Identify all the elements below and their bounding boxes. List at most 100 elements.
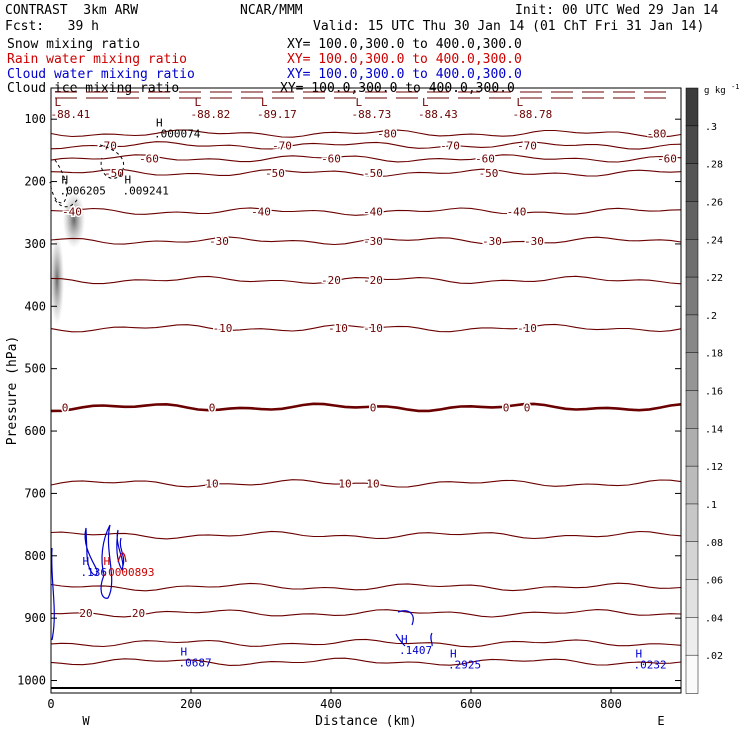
isotherm-label: -60 (139, 152, 159, 165)
colorbar-tick: .16 (705, 387, 723, 398)
isotherm-label: -50 (363, 167, 383, 180)
isotherm-line (50, 141, 682, 150)
colorbar-swatch (685, 654, 699, 694)
isotherm-line (50, 154, 682, 163)
isotherm-label: -70 (272, 139, 292, 152)
isotherm-label: 10 (366, 477, 379, 490)
colorbar-tick: .26 (705, 197, 723, 208)
isotherm-label: -10 (517, 322, 537, 335)
colorbar-tick: .02 (705, 651, 723, 662)
high-value: .136 (81, 566, 108, 579)
colorbar-swatch (685, 125, 699, 165)
colorbar-tick: .18 (705, 349, 723, 360)
high-marker: H (401, 633, 408, 646)
y-tick-label: 300 (24, 237, 46, 251)
isotherm-line (50, 236, 682, 246)
high-value: .0232 (634, 658, 667, 671)
isotherm-line (50, 657, 682, 666)
isotherm-label: -30 (524, 235, 544, 248)
colorbar-tick: .08 (705, 538, 723, 549)
isotherm-label: -10 (213, 322, 233, 335)
isotherm-label: -50 (104, 167, 124, 180)
isotherm-label: -60 (657, 152, 677, 165)
colorbar-tick: .1 (705, 500, 717, 511)
isotherm-label: -30 (363, 235, 383, 248)
low-value: -88.73 (352, 108, 392, 121)
colorbar-swatch (685, 390, 699, 430)
colorbar-swatch (685, 276, 699, 316)
high-marker: H (125, 173, 132, 186)
y-axis-label: Pressure (hPa) (5, 336, 20, 446)
org-label: NCAR/MMM (240, 3, 303, 18)
colorbar-tick: .12 (705, 462, 723, 473)
plot-frame (50, 87, 682, 694)
cloud-contour-d (119, 537, 125, 567)
field-snow-xy: XY= 100.0,300.0 to 400.0,300.0 (287, 37, 522, 52)
high-marker: H (104, 555, 111, 568)
isotherm-label: -30 (209, 235, 229, 248)
colorbar-swatch (685, 352, 699, 392)
cloud-contour-f (430, 632, 433, 647)
colorbar-swatch (685, 428, 699, 467)
cloud-water-contours (51, 524, 433, 647)
high-value: .006205 (60, 184, 106, 197)
colorbar-tick: .06 (705, 576, 723, 587)
colorbar-tick: .28 (705, 160, 723, 171)
isotherm-label: -70 (517, 139, 537, 152)
isotherm-label: 0 (370, 401, 377, 414)
colorbar-swatch (685, 579, 699, 619)
colorbar-tick: .14 (705, 424, 723, 435)
low-marker: L (195, 96, 202, 109)
init-time: Init: 00 UTC Wed 29 Jan 14 (515, 3, 719, 18)
model-title: CONTRAST 3km ARW (5, 3, 139, 18)
x-tick-label: 400 (320, 697, 342, 711)
top-contour-dash (613, 91, 635, 99)
low-value: -88.41 (51, 108, 91, 121)
colorbar: .3 .28 .26 .24 .22 .2 .18 .16 .14 .12 .1 .08 .06 .04.… (685, 83, 740, 694)
top-contour-dash (303, 91, 325, 99)
colorbar-tick: .04 (705, 613, 723, 624)
isotherm-label: -60 (321, 152, 341, 165)
top-contour-dash (210, 91, 232, 99)
isotherm-line (50, 207, 682, 216)
valid-time: Valid: 15 UTC Thu 30 Jan 14 (01 ChT Fri … (313, 19, 705, 34)
isotherm-label: 0 (209, 401, 216, 414)
isotherm-label: -10 (363, 322, 383, 335)
top-contour-dash (241, 91, 263, 99)
low-marker: L (356, 96, 363, 109)
isotherm-label: 0 (62, 401, 69, 414)
colorbar-swatch (685, 201, 699, 240)
snow-shading (50, 192, 85, 325)
field-rain-name: Rain water mixing ratio (7, 52, 188, 67)
ice-contour-c (54, 197, 79, 208)
field-cloudwater-name: Cloud water mixing ratio (7, 67, 195, 82)
cloud-contour-e (395, 610, 414, 647)
isotherm-line (50, 129, 682, 138)
high-marker: H (636, 647, 643, 660)
top-contour-dash (644, 91, 666, 99)
east-label: E (657, 714, 664, 728)
isotherm-label: -40 (363, 205, 383, 218)
top-contour-dash (396, 91, 418, 99)
isotherm-label: 0 (503, 401, 510, 414)
isotherm-label: -80 (647, 128, 667, 141)
high-value: .000074 (154, 128, 201, 141)
y-tick-label: 600 (24, 424, 46, 438)
top-contour-dash (272, 91, 294, 99)
cloud-contour-c (116, 529, 124, 572)
y-tick-label: 1000 (17, 674, 46, 688)
high-marker: H (156, 117, 163, 130)
high-value: .009241 (123, 184, 169, 197)
top-contour-dash (86, 91, 108, 99)
top-contour-dash (520, 91, 542, 99)
y-tick-label: 700 (24, 486, 46, 500)
field-cloudwater-xy: XY= 100.0,300.0 to 400.0,300.0 (287, 67, 522, 82)
high-marker: H (181, 646, 188, 659)
isotherm-label: -30 (482, 235, 502, 248)
cloud-contour-a (84, 527, 98, 576)
isotherm-line (50, 530, 682, 540)
colorbar-swatch (685, 617, 699, 656)
top-contour-dash (117, 91, 139, 99)
